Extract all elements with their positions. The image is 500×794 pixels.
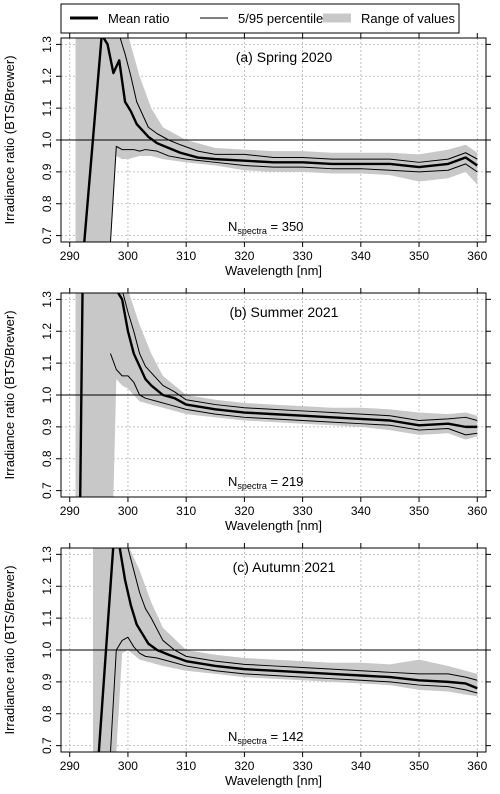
x-tick-label: 340: [351, 759, 371, 773]
y-tick-label: 0.9: [40, 163, 54, 180]
panels: 290 300 310 320 330 340 350 360 0.7 0.8 0.9 1.0 1.1 1…: [2, 33, 491, 788]
panel-1: 290 300 310 320 330 340 350 360 0.7 0.8 0.9 1.0 1.1 1…: [2, 33, 491, 278]
series-5th-percentile-line: [109, 145, 478, 242]
spectra-count-annotation: Nspectra = 350: [228, 219, 303, 236]
y-tick-label: 0.7: [40, 737, 54, 754]
panel-title: (c) Autumn 2021: [233, 559, 336, 575]
y-tick-label: 1.3: [40, 291, 54, 308]
x-axis-label: Wavelength [nm]: [225, 518, 322, 533]
spectra-count-annotation: Nspectra = 219: [228, 474, 303, 491]
panel-title: (b) Summer 2021: [230, 304, 339, 320]
legend-box: [60, 3, 460, 34]
panel-3: 290 300 310 320 330 340 350 360 0.7 0.8 0.9 1.0 1.1 1…: [2, 543, 491, 788]
x-tick-label: 290: [60, 504, 80, 518]
x-tick-label: 340: [351, 504, 371, 518]
plot-area: [61, 38, 486, 242]
x-tick-label: 320: [234, 504, 254, 518]
series-range-band: [75, 38, 478, 242]
x-tick-label: 350: [409, 759, 429, 773]
y-tick-label: 1.3: [40, 546, 54, 563]
panel-title: (a) Spring 2020: [236, 49, 333, 65]
y-axis-label: Irradiance ratio (BTS/Brewer): [2, 310, 17, 479]
series-5th-percentile-line: [110, 353, 478, 436]
y-tick-label: 0.9: [40, 673, 54, 690]
x-tick-label: 340: [351, 249, 371, 263]
y-axis-label: Irradiance ratio (BTS/Brewer): [2, 565, 17, 734]
y-tick-label: 0.7: [40, 482, 54, 499]
y-tick-label: 1.0: [40, 131, 54, 148]
x-tick-label: 350: [409, 504, 429, 518]
x-tick-label: 300: [118, 759, 138, 773]
x-tick-label: 330: [293, 249, 313, 263]
y-tick-label: 1.2: [40, 68, 54, 85]
y-tick-label: 1.2: [40, 578, 54, 595]
x-tick-label: 290: [60, 759, 80, 773]
legend: Mean ratio 5/95 percentile Range of values: [60, 3, 460, 34]
x-tick-label: 300: [118, 504, 138, 518]
y-axis-label: Irradiance ratio (BTS/Brewer): [2, 55, 17, 224]
y-tick-label: 0.8: [40, 450, 54, 467]
x-tick-label: 330: [293, 504, 313, 518]
x-tick-label: 360: [467, 759, 487, 773]
x-tick-label: 310: [176, 504, 196, 518]
y-tick-label: 0.8: [40, 195, 54, 212]
x-tick-label: 320: [234, 759, 254, 773]
y-tick-label: 1.2: [40, 323, 54, 340]
x-tick-label: 310: [176, 249, 196, 263]
x-tick-label: 310: [176, 759, 196, 773]
y-tick-label: 1.1: [40, 354, 54, 371]
x-tick-label: 360: [467, 249, 487, 263]
legend-label-mean: Mean ratio: [108, 11, 169, 26]
series-range-band: [75, 293, 478, 497]
x-tick-label: 320: [234, 249, 254, 263]
y-tick-label: 1.0: [40, 386, 54, 403]
x-axis-label: Wavelength [nm]: [225, 263, 322, 278]
plot-area: [61, 293, 486, 497]
y-tick-label: 1.1: [40, 99, 54, 116]
x-tick-label: 290: [60, 249, 80, 263]
series-5th-percentile-line: [109, 636, 478, 752]
series-mean-line: [97, 548, 478, 752]
plot-area: [61, 548, 486, 752]
y-tick-label: 0.7: [40, 227, 54, 244]
x-axis-label: Wavelength [nm]: [225, 773, 322, 788]
series-95th-percentile-line: [122, 293, 478, 421]
y-tick-label: 1.0: [40, 641, 54, 658]
x-tick-label: 350: [409, 249, 429, 263]
y-tick-label: 1.1: [40, 609, 54, 626]
panel-2: 290 300 310 320 330 340 350 360 0.7 0.8 0.9 1.0 1.1 1…: [2, 288, 491, 533]
series-mean-line: [83, 38, 478, 242]
legend-label-pct: 5/95 percentile: [238, 11, 323, 26]
y-tick-label: 0.8: [40, 705, 54, 722]
series-95th-percentile-line: [119, 38, 478, 163]
series-95th-percentile-line: [126, 548, 478, 681]
y-tick-label: 0.9: [40, 418, 54, 435]
x-tick-label: 360: [467, 504, 487, 518]
legend-label-range: Range of values: [361, 11, 455, 26]
spectra-count-annotation: Nspectra = 142: [228, 729, 303, 746]
series-mean-line: [79, 293, 478, 497]
series-range-band: [93, 548, 478, 752]
x-tick-label: 330: [293, 759, 313, 773]
x-tick-label: 300: [118, 249, 138, 263]
y-tick-label: 1.3: [40, 36, 54, 53]
